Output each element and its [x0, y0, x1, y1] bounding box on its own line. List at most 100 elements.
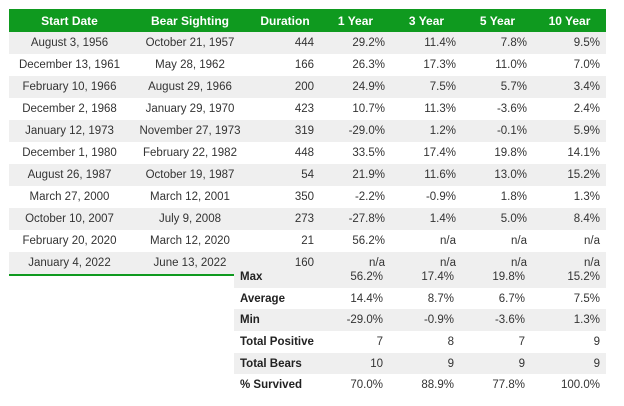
- cell-1-year: -2.2%: [320, 186, 391, 208]
- cell-1-year: -29.0%: [320, 120, 391, 142]
- summary-3-year: 9: [389, 352, 460, 375]
- cell-5-year: n/a: [462, 230, 533, 252]
- cell-10-year: 15.2%: [533, 164, 606, 186]
- bear-market-table: Start Date Bear Sighting Duration 1 Year 3 Y…: [9, 9, 606, 276]
- summary-row: Total Bears 10 9 9 9: [234, 352, 606, 375]
- summary-row: Total Positive 7 8 7 9: [234, 331, 606, 353]
- cell-5-year: 5.7%: [462, 76, 533, 98]
- cell-5-year: 19.8%: [462, 142, 533, 164]
- cell-duration: 21: [250, 230, 320, 252]
- cell-duration: 423: [250, 98, 320, 120]
- cell-bear-sighting: May 28, 1962: [130, 54, 250, 76]
- cell-bear-sighting: February 22, 1982: [130, 142, 250, 164]
- summary-3-year: 88.9%: [389, 374, 460, 397]
- cell-start-date: January 4, 2022: [9, 252, 130, 276]
- summary-label: % Survived: [234, 374, 318, 397]
- cell-bear-sighting: June 13, 2022: [130, 252, 250, 276]
- summary-5-year: 77.8%: [460, 374, 531, 397]
- summary-row: % Survived 70.0% 88.9% 77.8% 100.0%: [234, 374, 606, 397]
- cell-start-date: August 26, 1987: [9, 164, 130, 186]
- header-row: Start Date Bear Sighting Duration 1 Year 3 Y…: [9, 9, 606, 32]
- cell-3-year: 11.3%: [391, 98, 462, 120]
- cell-1-year: -27.8%: [320, 208, 391, 230]
- cell-1-year: 33.5%: [320, 142, 391, 164]
- table-row: August 26, 1987 October 19, 1987 54 21.9% 11…: [9, 164, 606, 186]
- cell-start-date: February 10, 1966: [9, 76, 130, 98]
- summary-1-year: -29.0%: [318, 309, 389, 332]
- cell-3-year: 1.2%: [391, 120, 462, 142]
- summary-3-year: 8: [389, 331, 460, 353]
- header-1-year: 1 Year: [320, 9, 391, 32]
- table-row: March 27, 2000 March 12, 2001 350 -2.2% -0.9…: [9, 186, 606, 208]
- cell-bear-sighting: October 19, 1987: [130, 164, 250, 186]
- cell-start-date: January 12, 1973: [9, 120, 130, 142]
- cell-start-date: December 13, 1961: [9, 54, 130, 76]
- cell-1-year: 56.2%: [320, 230, 391, 252]
- cell-1-year: 29.2%: [320, 32, 391, 54]
- cell-bear-sighting: August 29, 1966: [130, 76, 250, 98]
- table-row: February 20, 2020 March 12, 2020 21 56.2% n/…: [9, 230, 606, 252]
- cell-3-year: -0.9%: [391, 186, 462, 208]
- cell-10-year: 14.1%: [533, 142, 606, 164]
- cell-duration: 448: [250, 142, 320, 164]
- summary-10-year: 1.3%: [531, 309, 606, 332]
- cell-1-year: 10.7%: [320, 98, 391, 120]
- summary-10-year: 7.5%: [531, 287, 606, 310]
- cell-bear-sighting: March 12, 2001: [130, 186, 250, 208]
- cell-10-year: 5.9%: [533, 120, 606, 142]
- cell-5-year: -0.1%: [462, 120, 533, 142]
- summary-row: Min -29.0% -0.9% -3.6% 1.3%: [234, 309, 606, 332]
- cell-10-year: 7.0%: [533, 54, 606, 76]
- cell-3-year: 11.4%: [391, 32, 462, 54]
- cell-3-year: 1.4%: [391, 208, 462, 230]
- summary-10-year: 15.2%: [531, 266, 606, 288]
- cell-bear-sighting: November 27, 1973: [130, 120, 250, 142]
- cell-duration: 54: [250, 164, 320, 186]
- cell-3-year: 17.3%: [391, 54, 462, 76]
- summary-label: Min: [234, 309, 318, 332]
- table-row: January 12, 1973 November 27, 1973 319 -29.…: [9, 120, 606, 142]
- cell-5-year: 11.0%: [462, 54, 533, 76]
- summary-10-year: 100.0%: [531, 374, 606, 397]
- table-row: August 3, 1956 October 21, 1957 444 29.2% 11…: [9, 32, 606, 54]
- cell-duration: 350: [250, 186, 320, 208]
- summary-label: Total Bears: [234, 352, 318, 375]
- summary-3-year: -0.9%: [389, 309, 460, 332]
- summary-1-year: 56.2%: [318, 266, 389, 288]
- summary-1-year: 7: [318, 331, 389, 353]
- cell-bear-sighting: July 9, 2008: [130, 208, 250, 230]
- cell-5-year: 5.0%: [462, 208, 533, 230]
- cell-10-year: 3.4%: [533, 76, 606, 98]
- cell-10-year: 2.4%: [533, 98, 606, 120]
- header-3-year: 3 Year: [391, 9, 462, 32]
- cell-5-year: 13.0%: [462, 164, 533, 186]
- summary-5-year: -3.6%: [460, 309, 531, 332]
- header-10-year: 10 Year: [533, 9, 606, 32]
- cell-3-year: 17.4%: [391, 142, 462, 164]
- summary-row: Average 14.4% 8.7% 6.7% 7.5%: [234, 287, 606, 310]
- cell-start-date: February 20, 2020: [9, 230, 130, 252]
- cell-10-year: n/a: [533, 230, 606, 252]
- summary-1-year: 70.0%: [318, 374, 389, 397]
- cell-bear-sighting: January 29, 1970: [130, 98, 250, 120]
- table-row: October 10, 2007 July 9, 2008 273 -27.8% 1.4…: [9, 208, 606, 230]
- cell-1-year: 24.9%: [320, 76, 391, 98]
- summary-label: Average: [234, 287, 318, 310]
- summary-5-year: 6.7%: [460, 287, 531, 310]
- header-duration: Duration: [250, 9, 320, 32]
- cell-3-year: n/a: [391, 230, 462, 252]
- cell-10-year: 1.3%: [533, 186, 606, 208]
- summary-5-year: 19.8%: [460, 266, 531, 288]
- table-row: December 1, 1980 February 22, 1982 448 33.5…: [9, 142, 606, 164]
- summary-label: Total Positive: [234, 331, 318, 353]
- cell-1-year: 21.9%: [320, 164, 391, 186]
- summary-table: Max 56.2% 17.4% 19.8% 15.2% Average 14.4% 8.7% 6…: [234, 266, 606, 397]
- cell-start-date: October 10, 2007: [9, 208, 130, 230]
- cell-start-date: March 27, 2000: [9, 186, 130, 208]
- summary-1-year: 10: [318, 352, 389, 375]
- summary-label: Max: [234, 266, 318, 288]
- header-5-year: 5 Year: [462, 9, 533, 32]
- cell-5-year: 1.8%: [462, 186, 533, 208]
- table-row: December 13, 1961 May 28, 1962 166 26.3% 17.…: [9, 54, 606, 76]
